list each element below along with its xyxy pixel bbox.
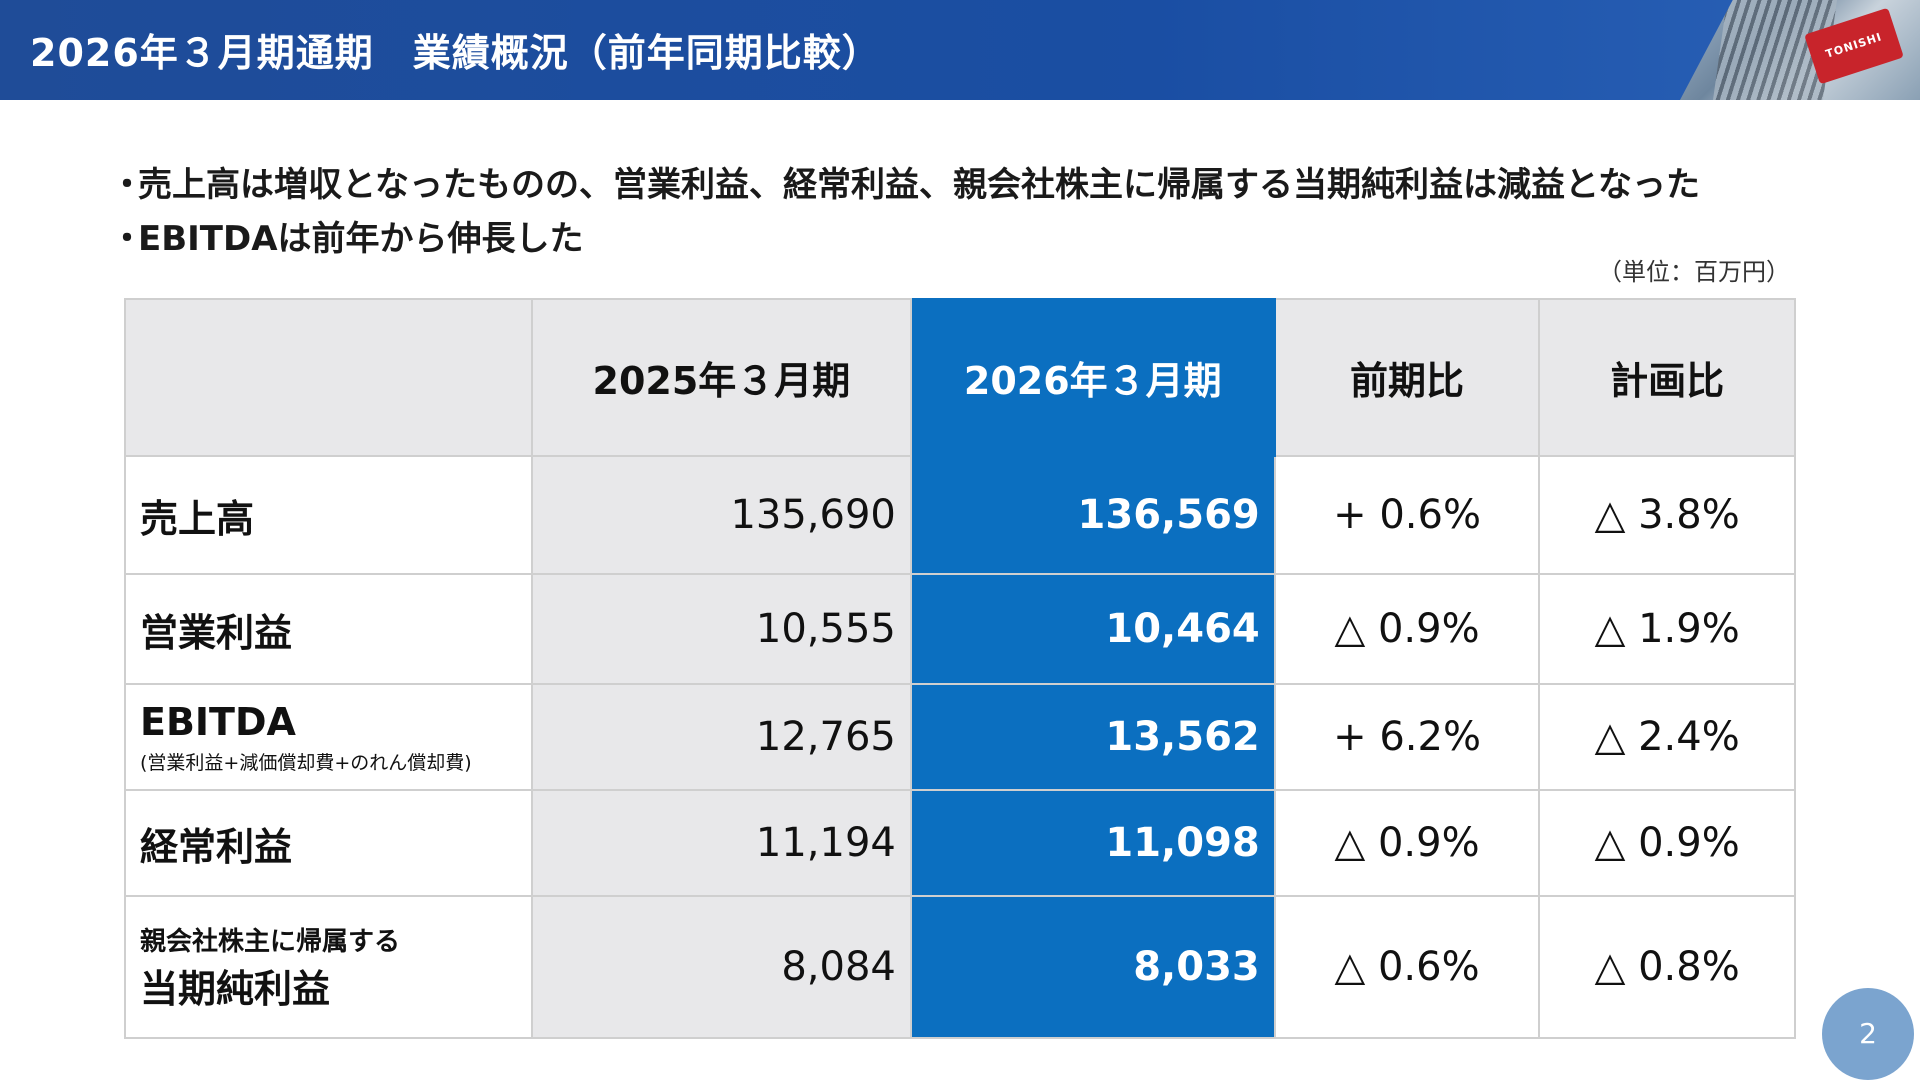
bullet-item: ・売上高は増収となったものの、営業利益、経常利益、親会社株主に帰属する当期純利益… [110,158,1700,212]
results-table: 2025年３月期 2026年３月期 前期比 計画比 売上高 135,690 13… [124,298,1796,1039]
row-label-note: (営業利益+減価償却費+のれん償却費) [140,751,472,774]
table-row: 親会社株主に帰属する 当期純利益 8,084 8,033 △ 0.6% △ 0.… [124,895,1796,1039]
header-cell-plan: 計画比 [1538,298,1796,457]
header-cell-fy2025: 2025年３月期 [530,298,912,457]
current-value: 11,098 [909,789,1276,897]
bullet-text: 売上高は増収となったものの、営業利益、経常利益、親会社株主に帰属する当期純利益は… [138,165,1700,205]
yoy-change: + 0.6% [1273,455,1541,575]
prev-value: 10,555 [530,573,912,685]
row-label: 売上高 [124,455,533,575]
row-label: 営業利益 [124,573,533,685]
current-value: 13,562 [909,683,1276,791]
page-number-badge: 2 [1822,988,1914,1080]
row-label: 親会社株主に帰属する 当期純利益 [124,895,533,1039]
row-label-prefix: 親会社株主に帰属する [140,927,401,957]
yoy-change: △ 0.9% [1273,789,1541,897]
bullet-item: ・EBITDAは前年から伸長した [110,212,1700,266]
plan-change: △ 1.9% [1538,573,1796,685]
plan-change: △ 3.8% [1538,455,1796,575]
unit-note: （単位：百万円） [1598,258,1790,286]
prev-value: 11,194 [530,789,912,897]
table-row: 経常利益 11,194 11,098 △ 0.9% △ 0.9% [124,789,1796,897]
current-value: 8,033 [909,895,1276,1039]
header-cell-empty [124,298,533,457]
table-header-row: 2025年３月期 2026年３月期 前期比 計画比 [124,298,1796,457]
yoy-change: △ 0.6% [1273,895,1541,1039]
bullet-dot: ・ [110,165,144,205]
bullet-dot: ・ [110,219,144,259]
page-title: 2026年３月期通期 業績概況（前年同期比較） [30,31,881,75]
yoy-change: △ 0.9% [1273,573,1541,685]
table-row: 営業利益 10,555 10,464 △ 0.9% △ 1.9% [124,573,1796,685]
current-value: 136,569 [909,455,1276,575]
plan-change: △ 2.4% [1538,683,1796,791]
plan-change: △ 0.8% [1538,895,1796,1039]
yoy-change: + 6.2% [1273,683,1541,791]
title-bar: 2026年３月期通期 業績概況（前年同期比較） TONISHI [0,0,1920,100]
row-label: 経常利益 [124,789,533,897]
prev-value: 12,765 [530,683,912,791]
table-row: 売上高 135,690 136,569 + 0.6% △ 3.8% [124,455,1796,575]
header-cell-yoy: 前期比 [1273,298,1541,457]
plan-change: △ 0.9% [1538,789,1796,897]
bullet-text: EBITDAは前年から伸長した [138,219,584,259]
summary-bullets: ・売上高は増収となったものの、営業利益、経常利益、親会社株主に帰属する当期純利益… [110,158,1700,266]
prev-value: 8,084 [530,895,912,1039]
current-value: 10,464 [909,573,1276,685]
table-row: EBITDA (営業利益+減価償却費+のれん償却費) 12,765 13,562… [124,683,1796,791]
building-photo: TONISHI [1680,0,1920,100]
header-cell-fy2026: 2026年３月期 [909,298,1276,457]
prev-value: 135,690 [530,455,912,575]
row-label: EBITDA (営業利益+減価償却費+のれん償却費) [124,683,533,791]
